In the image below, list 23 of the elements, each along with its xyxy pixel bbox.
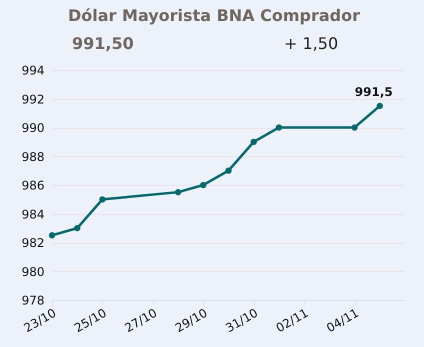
y-tick-label: 980 bbox=[22, 264, 44, 279]
point bbox=[99, 196, 106, 203]
point bbox=[225, 167, 232, 174]
point bbox=[351, 124, 358, 131]
y-tick-label: 994 bbox=[22, 64, 44, 78]
text: 991,50 bbox=[72, 34, 134, 53]
chart-title: Dólar Mayorista BNA Comprador bbox=[68, 6, 360, 25]
y-tick-label: 992 bbox=[22, 92, 44, 106]
point bbox=[74, 224, 80, 232]
y-tick-label: 988 bbox=[22, 150, 44, 164]
point bbox=[376, 102, 383, 110]
y-tick-label: 978 bbox=[22, 294, 44, 308]
y-tick-label: 986 bbox=[22, 178, 44, 192]
point bbox=[200, 182, 206, 188]
point bbox=[48, 232, 56, 238]
text: + 1,50 bbox=[284, 34, 338, 53]
y-tick-label: 984 bbox=[22, 207, 44, 222]
data-label: 991,5 bbox=[354, 84, 393, 99]
point bbox=[276, 124, 282, 131]
point bbox=[250, 138, 257, 146]
y-tick-label: 990 bbox=[22, 121, 44, 135]
y-tick-label: 982 bbox=[22, 236, 44, 250]
point bbox=[174, 189, 182, 196]
